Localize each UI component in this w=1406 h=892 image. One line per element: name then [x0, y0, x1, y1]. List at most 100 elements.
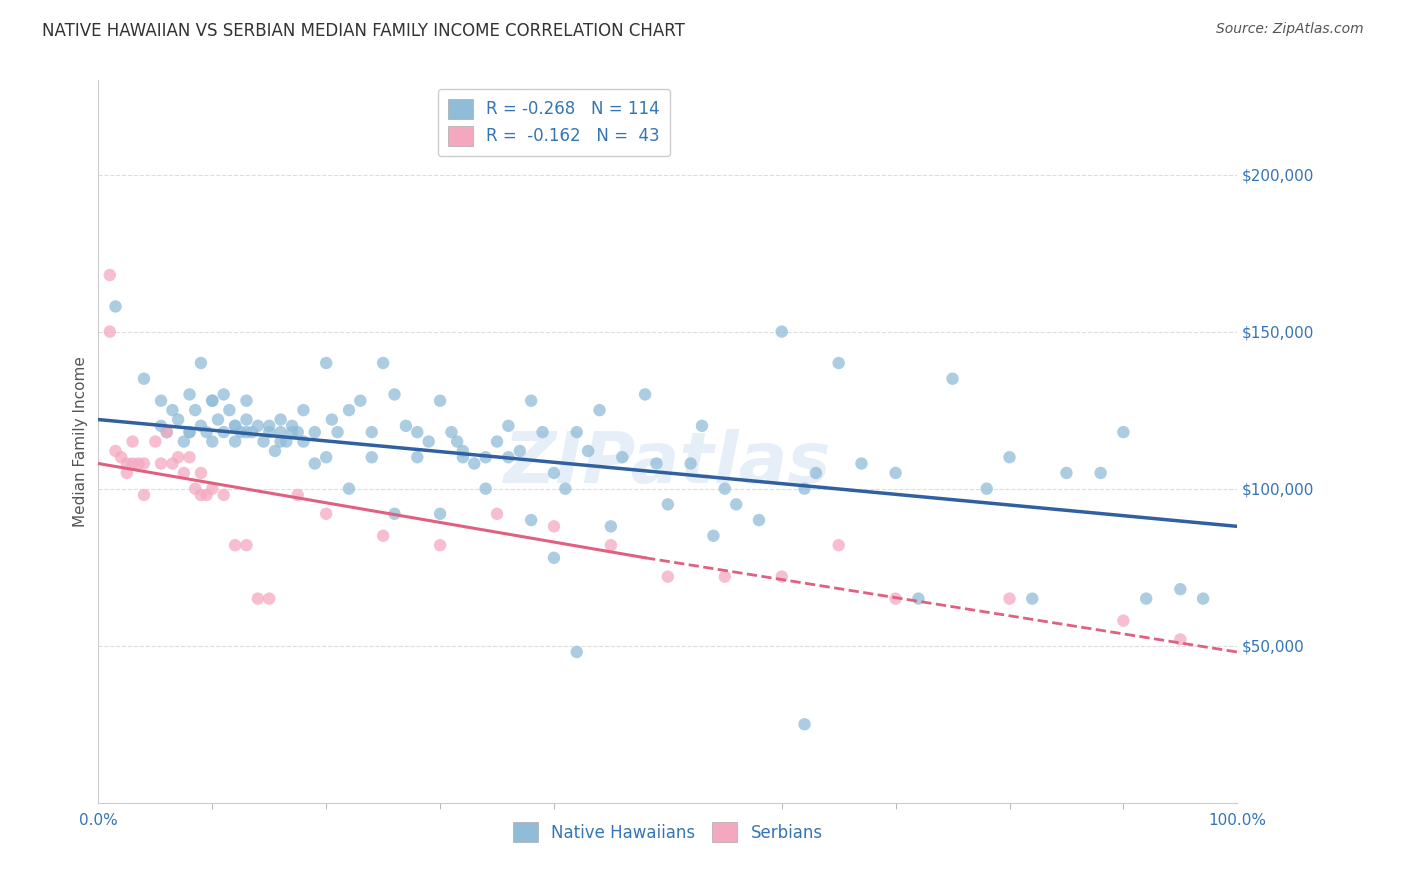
Point — [252, 434, 274, 449]
Point — [451, 450, 474, 465]
Point — [121, 434, 143, 449]
Point — [565, 645, 588, 659]
Point — [127, 457, 149, 471]
Point — [304, 425, 326, 439]
Point — [270, 425, 292, 439]
Point — [384, 507, 406, 521]
Point — [201, 393, 224, 408]
Point — [132, 488, 155, 502]
Point — [235, 425, 257, 439]
Point — [162, 457, 184, 471]
Point — [246, 418, 269, 433]
Point — [224, 418, 246, 433]
Point — [1170, 582, 1192, 597]
Point — [259, 418, 281, 433]
Point — [446, 434, 468, 449]
Point — [1112, 425, 1135, 439]
Point — [110, 450, 132, 465]
Point — [565, 425, 588, 439]
Point — [281, 425, 304, 439]
Point — [167, 450, 190, 465]
Point — [259, 425, 281, 439]
Point — [702, 529, 724, 543]
Point — [349, 393, 371, 408]
Point — [315, 507, 337, 521]
Point — [179, 450, 201, 465]
Point — [543, 466, 565, 480]
Point — [201, 482, 224, 496]
Point — [451, 444, 474, 458]
Point — [942, 372, 965, 386]
Point — [371, 529, 394, 543]
Point — [337, 482, 360, 496]
Point — [201, 393, 224, 408]
Point — [173, 434, 195, 449]
Point — [190, 466, 212, 480]
Point — [304, 457, 326, 471]
Point — [406, 450, 429, 465]
Point — [714, 569, 737, 583]
Point — [229, 425, 252, 439]
Point — [235, 393, 257, 408]
Point — [770, 325, 793, 339]
Point — [132, 372, 155, 386]
Point — [145, 434, 167, 449]
Point — [270, 434, 292, 449]
Point — [195, 425, 218, 439]
Point — [395, 418, 418, 433]
Point — [115, 457, 138, 471]
Text: NATIVE HAWAIIAN VS SERBIAN MEDIAN FAMILY INCOME CORRELATION CHART: NATIVE HAWAIIAN VS SERBIAN MEDIAN FAMILY… — [42, 22, 685, 40]
Point — [1054, 466, 1078, 480]
Point — [246, 591, 269, 606]
Point — [224, 434, 246, 449]
Point — [337, 403, 360, 417]
Point — [115, 466, 138, 480]
Point — [315, 450, 337, 465]
Point — [486, 507, 509, 521]
Point — [828, 538, 851, 552]
Point — [212, 488, 235, 502]
Point — [179, 387, 201, 401]
Point — [531, 425, 554, 439]
Point — [292, 434, 315, 449]
Point — [150, 418, 173, 433]
Point — [998, 591, 1021, 606]
Point — [884, 466, 907, 480]
Point — [218, 403, 240, 417]
Point — [498, 450, 520, 465]
Point — [1170, 632, 1192, 647]
Point — [1135, 591, 1157, 606]
Point — [132, 457, 155, 471]
Point — [212, 425, 235, 439]
Point — [634, 387, 657, 401]
Point — [884, 591, 907, 606]
Point — [98, 268, 121, 282]
Point — [543, 550, 565, 565]
Point — [326, 425, 349, 439]
Point — [714, 482, 737, 496]
Point — [190, 356, 212, 370]
Point — [770, 569, 793, 583]
Point — [207, 412, 229, 426]
Point — [429, 507, 451, 521]
Y-axis label: Median Family Income: Median Family Income — [73, 356, 89, 527]
Point — [98, 325, 121, 339]
Point — [804, 466, 827, 480]
Point — [1192, 591, 1215, 606]
Point — [520, 513, 543, 527]
Point — [104, 444, 127, 458]
Point — [167, 412, 190, 426]
Point — [463, 457, 485, 471]
Legend: Native Hawaiians, Serbians: Native Hawaiians, Serbians — [503, 812, 832, 852]
Point — [406, 425, 429, 439]
Point — [429, 538, 451, 552]
Point — [1090, 466, 1112, 480]
Point — [976, 482, 998, 496]
Point — [224, 538, 246, 552]
Point — [998, 450, 1021, 465]
Point — [235, 412, 257, 426]
Point — [321, 412, 343, 426]
Point — [509, 444, 531, 458]
Point — [418, 434, 440, 449]
Point — [259, 591, 281, 606]
